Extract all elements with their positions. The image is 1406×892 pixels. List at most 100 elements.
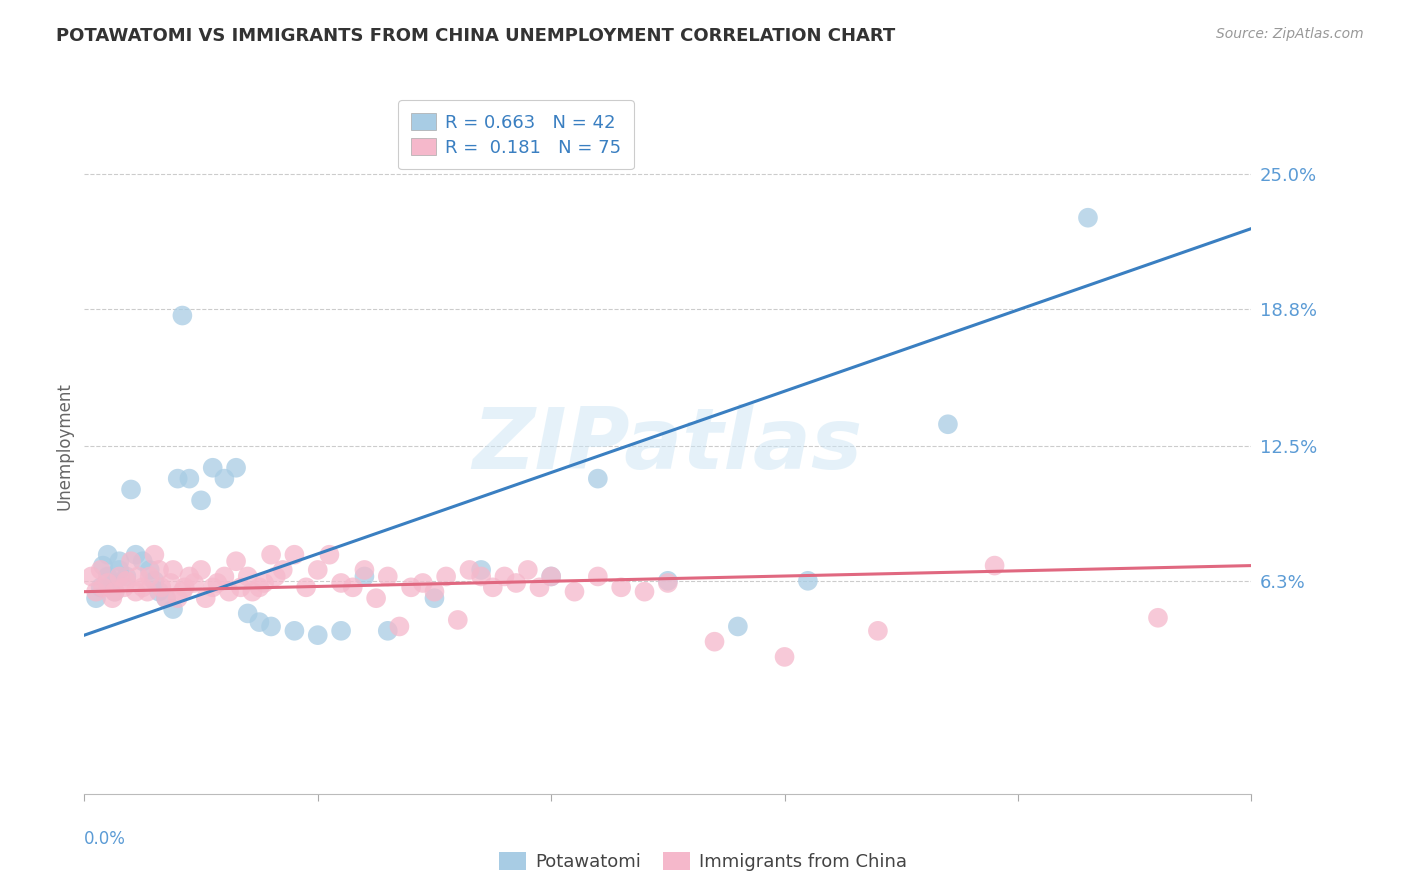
Potawatomi bbox=[101, 576, 124, 591]
Immigrants from China bbox=[115, 574, 138, 588]
Immigrants from China bbox=[173, 580, 195, 594]
Immigrants from China bbox=[225, 554, 247, 568]
Potawatomi bbox=[586, 472, 609, 486]
Potawatomi bbox=[353, 569, 375, 583]
Immigrants from China bbox=[155, 591, 177, 606]
Immigrants from China bbox=[172, 584, 194, 599]
Potawatomi bbox=[423, 591, 446, 606]
Immigrants from China bbox=[125, 584, 148, 599]
Potawatomi bbox=[115, 569, 138, 583]
Potawatomi bbox=[727, 619, 749, 633]
Immigrants from China bbox=[207, 576, 229, 591]
Immigrants from China bbox=[271, 563, 294, 577]
Immigrants from China bbox=[108, 569, 131, 583]
Immigrants from China bbox=[84, 584, 107, 599]
Legend: Potawatomi, Immigrants from China: Potawatomi, Immigrants from China bbox=[492, 846, 914, 879]
Immigrants from China bbox=[97, 576, 120, 591]
Immigrants from China bbox=[283, 548, 305, 562]
Text: 0.0%: 0.0% bbox=[84, 830, 127, 848]
Immigrants from China bbox=[412, 576, 434, 591]
Immigrants from China bbox=[218, 584, 240, 599]
Potawatomi bbox=[179, 472, 201, 486]
Y-axis label: Unemployment: Unemployment bbox=[55, 382, 73, 510]
Potawatomi bbox=[214, 472, 236, 486]
Immigrants from China bbox=[148, 563, 170, 577]
Immigrants from China bbox=[104, 584, 127, 599]
Potawatomi bbox=[377, 624, 399, 638]
Immigrants from China bbox=[447, 613, 470, 627]
Potawatomi bbox=[1077, 211, 1099, 225]
Potawatomi bbox=[330, 624, 353, 638]
Immigrants from China bbox=[529, 580, 551, 594]
Immigrants from China bbox=[703, 634, 725, 648]
Immigrants from China bbox=[127, 569, 149, 583]
Potawatomi bbox=[138, 563, 160, 577]
Immigrants from China bbox=[249, 580, 271, 594]
Immigrants from China bbox=[342, 580, 364, 594]
Immigrants from China bbox=[307, 563, 329, 577]
Potawatomi bbox=[162, 602, 184, 616]
Immigrants from China bbox=[494, 569, 516, 583]
Potawatomi bbox=[307, 628, 329, 642]
Immigrants from China bbox=[80, 569, 103, 583]
Potawatomi bbox=[260, 619, 283, 633]
Immigrants from China bbox=[242, 584, 264, 599]
Immigrants from China bbox=[166, 591, 188, 606]
Immigrants from China bbox=[610, 580, 633, 594]
Immigrants from China bbox=[143, 548, 166, 562]
Potawatomi bbox=[132, 554, 155, 568]
Potawatomi bbox=[155, 591, 177, 606]
Immigrants from China bbox=[132, 580, 155, 594]
Immigrants from China bbox=[295, 580, 318, 594]
Immigrants from China bbox=[229, 580, 252, 594]
Immigrants from China bbox=[159, 576, 181, 591]
Potawatomi bbox=[470, 563, 492, 577]
Immigrants from China bbox=[214, 569, 236, 583]
Immigrants from China bbox=[260, 548, 283, 562]
Immigrants from China bbox=[470, 569, 492, 583]
Potawatomi bbox=[97, 569, 120, 583]
Potawatomi bbox=[190, 493, 212, 508]
Immigrants from China bbox=[657, 576, 679, 591]
Potawatomi bbox=[108, 554, 131, 568]
Immigrants from China bbox=[150, 580, 173, 594]
Potawatomi bbox=[172, 309, 194, 323]
Potawatomi bbox=[225, 460, 247, 475]
Immigrants from China bbox=[91, 580, 114, 594]
Potawatomi bbox=[201, 460, 224, 475]
Immigrants from China bbox=[423, 584, 446, 599]
Immigrants from China bbox=[120, 554, 142, 568]
Immigrants from China bbox=[586, 569, 609, 583]
Potawatomi bbox=[148, 584, 170, 599]
Immigrants from China bbox=[481, 580, 505, 594]
Potawatomi bbox=[90, 580, 112, 594]
Text: Source: ZipAtlas.com: Source: ZipAtlas.com bbox=[1216, 27, 1364, 41]
Immigrants from China bbox=[162, 563, 184, 577]
Potawatomi bbox=[249, 615, 271, 629]
Immigrants from China bbox=[388, 619, 411, 633]
Immigrants from China bbox=[90, 563, 112, 577]
Potawatomi bbox=[97, 548, 120, 562]
Immigrants from China bbox=[190, 563, 212, 577]
Immigrants from China bbox=[264, 569, 287, 583]
Immigrants from China bbox=[564, 584, 586, 599]
Potawatomi bbox=[91, 558, 114, 573]
Immigrants from China bbox=[183, 576, 205, 591]
Potawatomi bbox=[108, 563, 131, 577]
Immigrants from China bbox=[866, 624, 889, 638]
Immigrants from China bbox=[540, 569, 562, 583]
Immigrants from China bbox=[505, 576, 527, 591]
Immigrants from China bbox=[399, 580, 422, 594]
Immigrants from China bbox=[201, 580, 224, 594]
Immigrants from China bbox=[236, 569, 259, 583]
Potawatomi bbox=[657, 574, 679, 588]
Potawatomi bbox=[125, 548, 148, 562]
Legend: R = 0.663   N = 42, R =  0.181   N = 75: R = 0.663 N = 42, R = 0.181 N = 75 bbox=[398, 100, 634, 169]
Potawatomi bbox=[797, 574, 820, 588]
Immigrants from China bbox=[330, 576, 353, 591]
Immigrants from China bbox=[773, 649, 796, 664]
Immigrants from China bbox=[458, 563, 481, 577]
Immigrants from China bbox=[253, 576, 276, 591]
Text: ZIPatlas: ZIPatlas bbox=[472, 404, 863, 488]
Immigrants from China bbox=[983, 558, 1005, 573]
